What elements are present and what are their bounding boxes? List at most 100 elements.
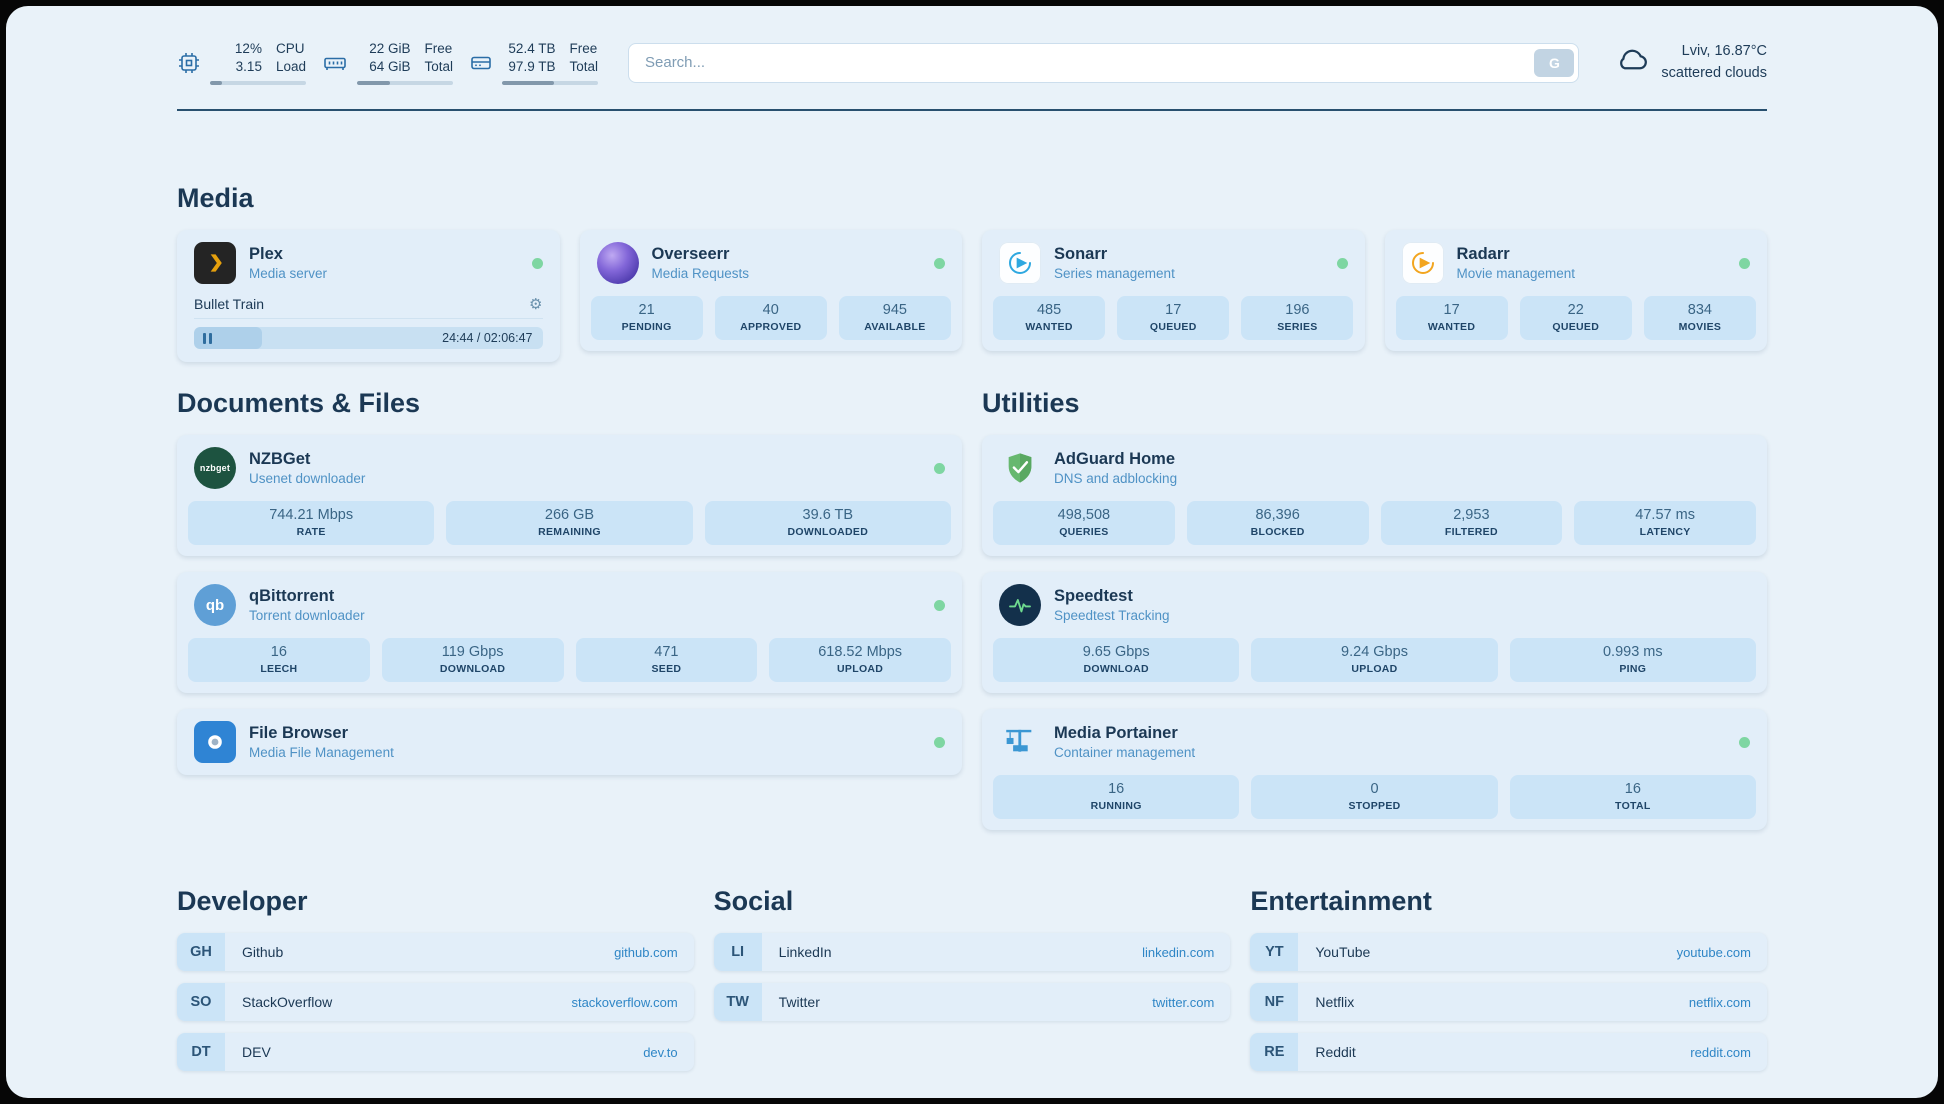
cpu-icon (177, 51, 201, 75)
app-name: qBittorrent (249, 587, 335, 606)
stat-value: 485 (1036, 302, 1062, 319)
weather-location: Lviv, 16.87°C (1681, 42, 1767, 59)
dashboard-page: 12% 3.15 CPU Load (6, 6, 1938, 1098)
bookmark-netflix[interactable]: NF Netflix netflix.com (1250, 983, 1767, 1022)
stat-label: PING (1619, 663, 1647, 676)
app-card-plex[interactable]: Plex Media server Bullet Train ⚙ (177, 230, 560, 363)
bookmark-abbr: NF (1250, 983, 1299, 1022)
stat-block: 40 APPROVED (714, 296, 827, 341)
app-card-radarr[interactable]: Radarr Movie management 17 WANTED 22 QUE… (1384, 230, 1767, 352)
bookmark-url: netflix.com (1688, 994, 1751, 1010)
status-dot (1739, 736, 1750, 748)
stat-value: 17 (1443, 302, 1460, 319)
section-media: Media Plex Media server (177, 183, 1767, 363)
pause-icon[interactable] (203, 332, 212, 344)
bookmark-stackoverflow[interactable]: SO StackOverflow stackoverflow.com (177, 983, 694, 1022)
stat-block: 2,953 FILTERED (1380, 501, 1563, 546)
search-bar: G (628, 42, 1580, 83)
section-title-documents: Documents & Files (177, 388, 421, 419)
bookmark-url: github.com (614, 944, 678, 960)
bookmark-name: YouTube (1315, 944, 1371, 961)
section-title-social: Social (713, 886, 794, 917)
stat-label: MOVIES (1678, 321, 1722, 334)
app-card-qbittorrent[interactable]: qb qBittorrent Torrent downloader 16 LEE… (177, 572, 962, 694)
disk-total-label: Total (569, 59, 598, 75)
stat-label: TOTAL (1615, 800, 1651, 813)
bookmark-abbr: SO (177, 983, 225, 1022)
top-bar: 12% 3.15 CPU Load (177, 6, 1767, 86)
bookmark-url: stackoverflow.com (571, 994, 678, 1010)
bookmark-linkedin[interactable]: LI LinkedIn linkedin.com (713, 933, 1231, 972)
bookmark-dev[interactable]: DT DEV dev.to (177, 1033, 694, 1072)
stat-block: 485 WANTED (993, 296, 1106, 341)
app-subtitle: Media server (249, 266, 328, 282)
search-provider-button[interactable]: G (1534, 48, 1575, 77)
app-card-nzbget[interactable]: nzbget NZBGet Usenet downloader 744.21 M… (177, 435, 962, 557)
app-name: Plex (249, 245, 283, 264)
app-card-portainer[interactable]: Media Portainer Container management 16 … (982, 709, 1767, 831)
stat-label: APPROVED (740, 321, 802, 334)
memory-free-label: Free (424, 41, 453, 56)
stat-block: 39.6 TB DOWNLOADED (704, 501, 951, 546)
app-card-speedtest[interactable]: Speedtest Speedtest Tracking 9.65 Gbps D… (982, 572, 1767, 694)
stat-value: 618.52 Mbps (818, 644, 903, 661)
settings-gear-icon[interactable]: ⚙ (529, 295, 543, 313)
disk-widget: 52.4 TB 97.9 TB Free Total (469, 40, 598, 86)
memory-total-value: 64 GiB (369, 59, 411, 75)
app-name: Speedtest (1054, 587, 1133, 606)
stat-label: DOWNLOADED (787, 526, 869, 539)
status-dot (934, 599, 945, 611)
stat-value: 119 Gbps (441, 644, 504, 661)
bookmark-abbr: TW (713, 983, 762, 1022)
bookmark-name: StackOverflow (242, 994, 333, 1011)
bookmark-reddit[interactable]: RE Reddit reddit.com (1250, 1033, 1767, 1072)
bookmark-youtube[interactable]: YT YouTube youtube.com (1250, 933, 1767, 972)
cpu-usage-label: CPU (275, 41, 305, 56)
stat-label: STOPPED (1348, 800, 1401, 813)
weather-widget[interactable]: Lviv, 16.87°C scattered clouds (1615, 41, 1767, 85)
stat-value: 834 (1687, 302, 1712, 319)
stat-block: 119 Gbps DOWNLOAD (381, 638, 564, 683)
playback-progress-bar[interactable]: 24:44 / 02:06:47 (194, 327, 543, 350)
stat-label: DOWNLOAD (1083, 663, 1149, 676)
section-title-utilities: Utilities (982, 388, 1080, 419)
stat-label: WANTED (1025, 321, 1073, 334)
stat-block: 16 RUNNING (993, 775, 1240, 820)
bookmark-url: dev.to (643, 1044, 678, 1060)
status-dot (1336, 257, 1348, 269)
stat-value: 0.993 ms (1602, 644, 1663, 661)
app-name: Media Portainer (1054, 724, 1178, 743)
stat-block: 17 WANTED (1395, 296, 1508, 341)
app-name: Sonarr (1054, 245, 1108, 264)
bookmark-name: DEV (242, 1044, 271, 1061)
bookmark-name: Reddit (1315, 1044, 1356, 1061)
search-input[interactable] (628, 42, 1580, 83)
app-subtitle: Series management (1054, 266, 1175, 282)
stat-block: 9.65 Gbps DOWNLOAD (993, 638, 1240, 683)
radarr-icon (1401, 242, 1444, 285)
stat-block: 498,508 QUERIES (993, 501, 1175, 546)
app-subtitle: Torrent downloader (249, 608, 365, 624)
app-card-filebrowser[interactable]: File Browser Media File Management (177, 709, 962, 776)
stat-label: LATENCY (1639, 526, 1691, 539)
stat-block: 47.57 ms LATENCY (1574, 501, 1756, 546)
stat-value: 47.57 ms (1635, 507, 1695, 524)
app-card-overseerr[interactable]: Overseerr Media Requests 21 PENDING 40 A… (579, 230, 962, 352)
bookmark-name: Twitter (778, 994, 820, 1011)
app-card-adguard[interactable]: AdGuard Home DNS and adblocking 498,508 … (982, 435, 1767, 557)
section-title-entertainment: Entertainment (1250, 886, 1432, 917)
disk-total-value: 97.9 TB (508, 59, 556, 75)
app-card-sonarr[interactable]: Sonarr Series management 485 WANTED 17 Q… (982, 230, 1365, 352)
cpu-load-label: Load (275, 59, 306, 75)
stat-label: DOWNLOAD (439, 663, 506, 676)
app-subtitle: Media File Management (249, 745, 394, 761)
stat-label: FILTERED (1444, 526, 1498, 539)
cloud-icon (1615, 46, 1651, 79)
bookmark-twitter[interactable]: TW Twitter twitter.com (713, 983, 1231, 1022)
bookmark-github[interactable]: GH Github github.com (177, 933, 694, 972)
status-dot (934, 736, 945, 748)
stat-label: SERIES (1277, 321, 1318, 334)
stat-block: 834 MOVIES (1643, 296, 1756, 341)
filebrowser-icon (194, 721, 236, 764)
stat-label: UPLOAD (837, 663, 884, 676)
